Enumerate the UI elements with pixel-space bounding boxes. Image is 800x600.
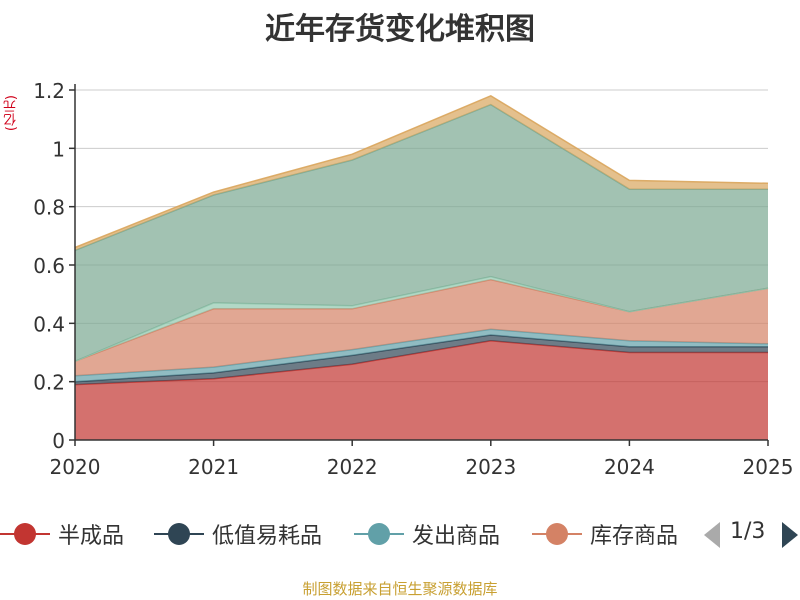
legend-label: 低值易耗品 (212, 524, 323, 549)
area-series-7 (75, 95, 768, 251)
area-series-4 (75, 279, 768, 376)
x-tick-label: 2021 (188, 455, 239, 479)
x-tick-label: 2020 (50, 455, 101, 479)
y-tick-label: 0.6 (33, 254, 65, 278)
legend-item-inventory-goods[interactable]: 库存商品 (532, 516, 678, 552)
area-series-2 (75, 335, 768, 385)
x-tick-label: 2022 (327, 455, 378, 479)
legend-item-semi-finished[interactable]: 半成品 (0, 516, 124, 552)
data-source-note: 制图数据来自恒生聚源数据库 (302, 580, 498, 598)
legend-label: 半成品 (58, 524, 125, 549)
y-tick-label: 0.4 (33, 312, 65, 336)
legend: 半成品 低值易耗品 发出商品 库存商品 (0, 516, 700, 552)
legend-label: 库存商品 (590, 524, 679, 549)
legend-swatch-dot-icon (368, 523, 390, 545)
legend-swatch (154, 516, 204, 552)
x-tick-label: 2025 (743, 455, 794, 479)
legend-swatch (354, 516, 404, 552)
legend-item-low-value-consumables[interactable]: 低值易耗品 (154, 516, 322, 552)
chart-title: 近年存货变化堆积图 (265, 12, 535, 47)
legend-swatch (532, 516, 582, 552)
y-tick-label: 0.8 (33, 196, 65, 220)
legend-label: 发出商品 (412, 524, 501, 549)
legend-item-goods-shipped[interactable]: 发出商品 (354, 516, 500, 552)
area-series-line-7 (74, 94, 769, 249)
y-tick-label: 0.2 (33, 371, 65, 395)
area-series-1 (75, 340, 768, 440)
legend-swatch-dot-icon (14, 523, 36, 545)
area-series-3 (75, 329, 768, 382)
y-tick-label: 1 (52, 137, 65, 161)
legend-page-indicator: 1/3 (730, 519, 766, 544)
y-tick-label: 1.2 (33, 79, 65, 103)
x-tick-label: 2024 (604, 455, 655, 479)
legend-swatch-dot-icon (168, 523, 190, 545)
legend-pager: 1/3 (700, 516, 800, 552)
chart-area: 0 0.2 0.4 0.6 0.8 1 1.2 2020 2021 2022 2023 2024 202… (33, 79, 794, 479)
y-tick-label: 0 (52, 429, 65, 453)
area-series-5 (75, 276, 768, 362)
x-tick-label: 2023 (465, 455, 516, 479)
legend-prev-page-icon[interactable] (704, 522, 720, 548)
legend-swatch (0, 516, 50, 552)
legend-swatch-dot-icon (546, 523, 568, 545)
legend-next-page-icon[interactable] (782, 522, 798, 548)
